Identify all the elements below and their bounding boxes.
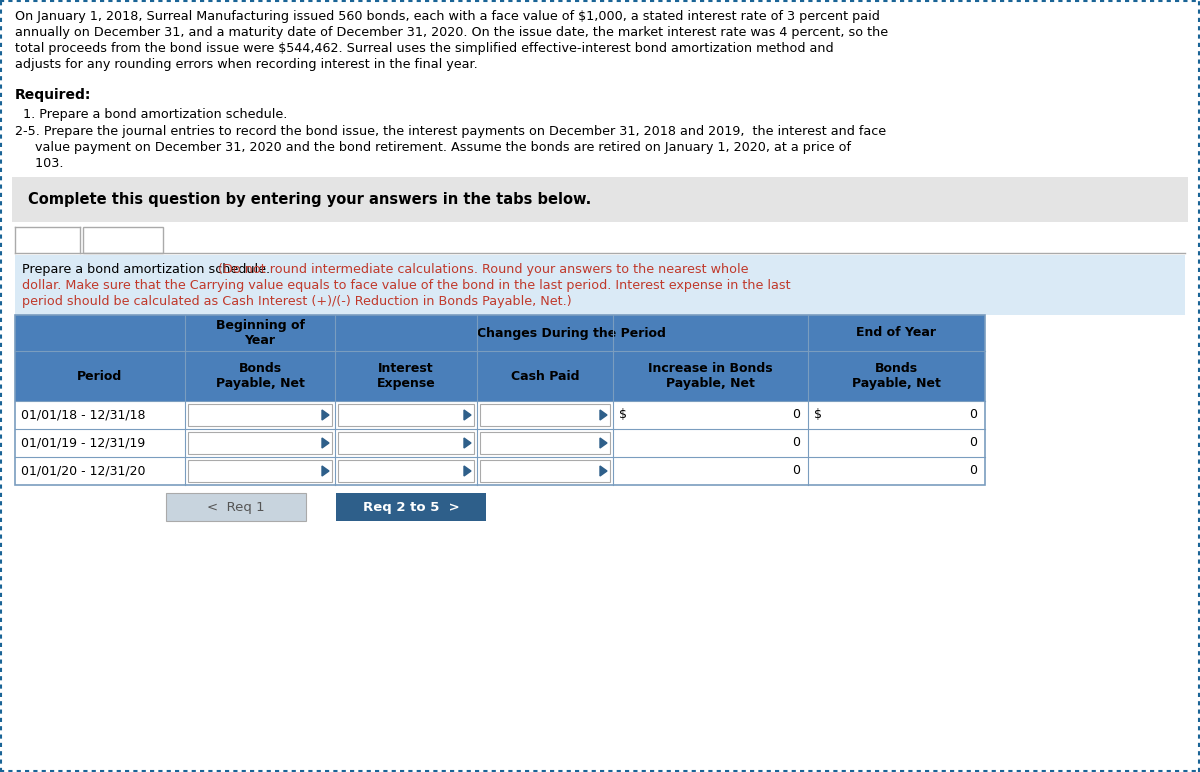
- Bar: [480, 460, 610, 482]
- Bar: [14, 255, 1186, 315]
- Bar: [188, 460, 332, 482]
- Bar: [338, 460, 474, 482]
- Text: value payment on December 31, 2020 and the bond retirement. Assume the bonds are: value payment on December 31, 2020 and t…: [14, 141, 851, 154]
- Text: 01/01/20 - 12/31/20: 01/01/20 - 12/31/20: [22, 465, 145, 478]
- Bar: [338, 404, 474, 426]
- Text: Changes During the Period: Changes During the Period: [478, 327, 666, 340]
- Bar: [188, 432, 332, 454]
- Text: 1. Prepare a bond amortization schedule.: 1. Prepare a bond amortization schedule.: [14, 108, 287, 121]
- Bar: [336, 493, 486, 521]
- Text: 103.: 103.: [14, 157, 64, 170]
- Bar: [14, 351, 985, 401]
- Polygon shape: [322, 410, 329, 420]
- Text: 0: 0: [792, 408, 800, 422]
- Text: Req 1: Req 1: [29, 233, 66, 246]
- Polygon shape: [464, 466, 470, 476]
- Text: (Do not round intermediate calculations. Round your answers to the nearest whole: (Do not round intermediate calculations.…: [218, 263, 749, 276]
- Text: Prepare a bond amortization schedule.: Prepare a bond amortization schedule.: [22, 263, 274, 276]
- Text: Increase in Bonds
Payable, Net: Increase in Bonds Payable, Net: [648, 361, 773, 391]
- Text: 0: 0: [970, 408, 977, 422]
- Text: total proceeds from the bond issue were $544,462. Surreal uses the simplified ef: total proceeds from the bond issue were …: [14, 42, 834, 55]
- Bar: [83, 227, 163, 253]
- Bar: [14, 227, 80, 253]
- Text: 0: 0: [970, 465, 977, 478]
- Text: End of Year: End of Year: [857, 327, 936, 340]
- Polygon shape: [600, 410, 607, 420]
- Text: 2-5. Prepare the journal entries to record the bond issue, the interest payments: 2-5. Prepare the journal entries to reco…: [14, 125, 886, 138]
- Text: Beginning of
Year: Beginning of Year: [216, 319, 305, 347]
- Text: dollar. Make sure that the Carrying value equals to face value of the bond in th: dollar. Make sure that the Carrying valu…: [22, 279, 791, 292]
- Bar: [166, 493, 306, 521]
- Bar: [480, 432, 610, 454]
- Polygon shape: [322, 438, 329, 448]
- Polygon shape: [600, 438, 607, 448]
- Text: <  Req 1: < Req 1: [208, 500, 265, 513]
- Polygon shape: [464, 410, 470, 420]
- Text: Cash Paid: Cash Paid: [511, 370, 580, 382]
- Bar: [166, 493, 306, 521]
- Text: $: $: [619, 408, 628, 422]
- Text: On January 1, 2018, Surreal Manufacturing issued 560 bonds, each with a face val: On January 1, 2018, Surreal Manufacturin…: [14, 10, 880, 23]
- Text: $: $: [814, 408, 822, 422]
- Bar: [14, 315, 985, 485]
- Bar: [83, 227, 163, 253]
- Text: adjusts for any rounding errors when recording interest in the final year.: adjusts for any rounding errors when rec…: [14, 58, 478, 71]
- Bar: [480, 404, 610, 426]
- Text: annually on December 31, and a maturity date of December 31, 2020. On the issue : annually on December 31, and a maturity …: [14, 26, 888, 39]
- Text: Complete this question by entering your answers in the tabs below.: Complete this question by entering your …: [28, 192, 592, 207]
- Text: Bonds
Payable, Net: Bonds Payable, Net: [216, 361, 305, 391]
- Text: 01/01/19 - 12/31/19: 01/01/19 - 12/31/19: [22, 436, 145, 449]
- Text: Req 2 to 5  >: Req 2 to 5 >: [362, 500, 460, 513]
- Bar: [12, 177, 1188, 222]
- Bar: [188, 404, 332, 426]
- Text: 0: 0: [970, 436, 977, 449]
- Polygon shape: [600, 466, 607, 476]
- Text: Period: Period: [77, 370, 122, 382]
- Bar: [14, 401, 985, 429]
- Bar: [14, 457, 985, 485]
- Text: Interest
Expense: Interest Expense: [377, 361, 436, 391]
- Polygon shape: [322, 466, 329, 476]
- Text: 0: 0: [792, 436, 800, 449]
- Text: Required:: Required:: [14, 88, 91, 102]
- Text: Req 2 to 5: Req 2 to 5: [90, 233, 156, 246]
- Text: 01/01/18 - 12/31/18: 01/01/18 - 12/31/18: [22, 408, 145, 422]
- Text: Bonds
Payable, Net: Bonds Payable, Net: [852, 361, 941, 391]
- Text: period should be calculated as Cash Interest (+)/(-) Reduction in Bonds Payable,: period should be calculated as Cash Inte…: [22, 295, 571, 308]
- Polygon shape: [464, 438, 470, 448]
- Text: 0: 0: [792, 465, 800, 478]
- Bar: [14, 315, 985, 351]
- Bar: [338, 432, 474, 454]
- Bar: [14, 429, 985, 457]
